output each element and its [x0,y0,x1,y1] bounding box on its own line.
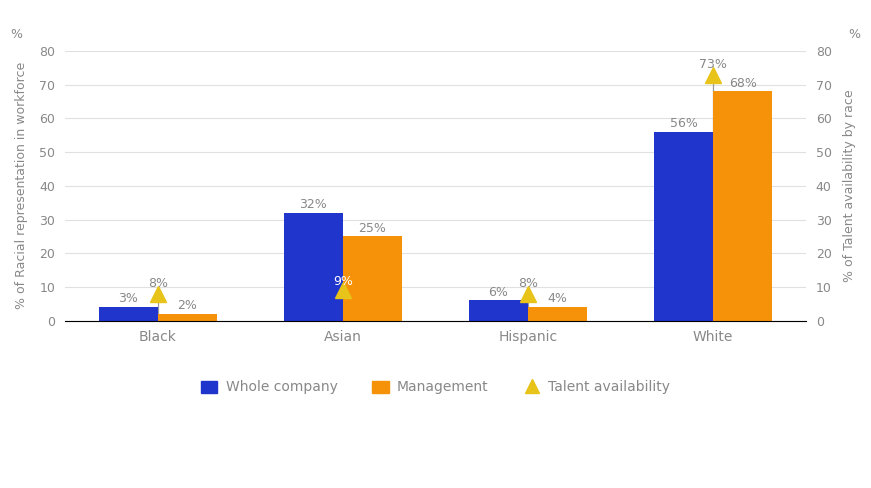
Text: 2%: 2% [178,299,198,312]
Text: 3%: 3% [118,292,138,305]
Text: 68%: 68% [729,77,757,90]
Y-axis label: % of Racial representation in workforce: % of Racial representation in workforce [15,62,28,309]
Bar [654,132,713,321]
Bar [98,307,158,321]
Text: %: % [10,28,23,41]
Bar [158,314,217,321]
Y-axis label: % of Talent availability by race: % of Talent availability by race [843,89,856,282]
Text: 32%: 32% [300,198,327,211]
Text: 25%: 25% [359,222,387,235]
Text: 8%: 8% [148,277,168,290]
Bar [528,307,587,321]
Text: 6%: 6% [489,286,509,299]
Legend: Whole company, Management, Talent availability: Whole company, Management, Talent availa… [195,375,676,400]
Bar [469,301,528,321]
Text: 4%: 4% [548,292,568,305]
Text: 8%: 8% [518,277,538,290]
Bar [343,236,402,321]
Text: 56%: 56% [670,117,698,130]
Bar [284,213,343,321]
Text: 9%: 9% [333,275,353,287]
Bar [713,91,773,321]
Text: %: % [848,28,861,41]
Text: 73%: 73% [699,58,727,71]
